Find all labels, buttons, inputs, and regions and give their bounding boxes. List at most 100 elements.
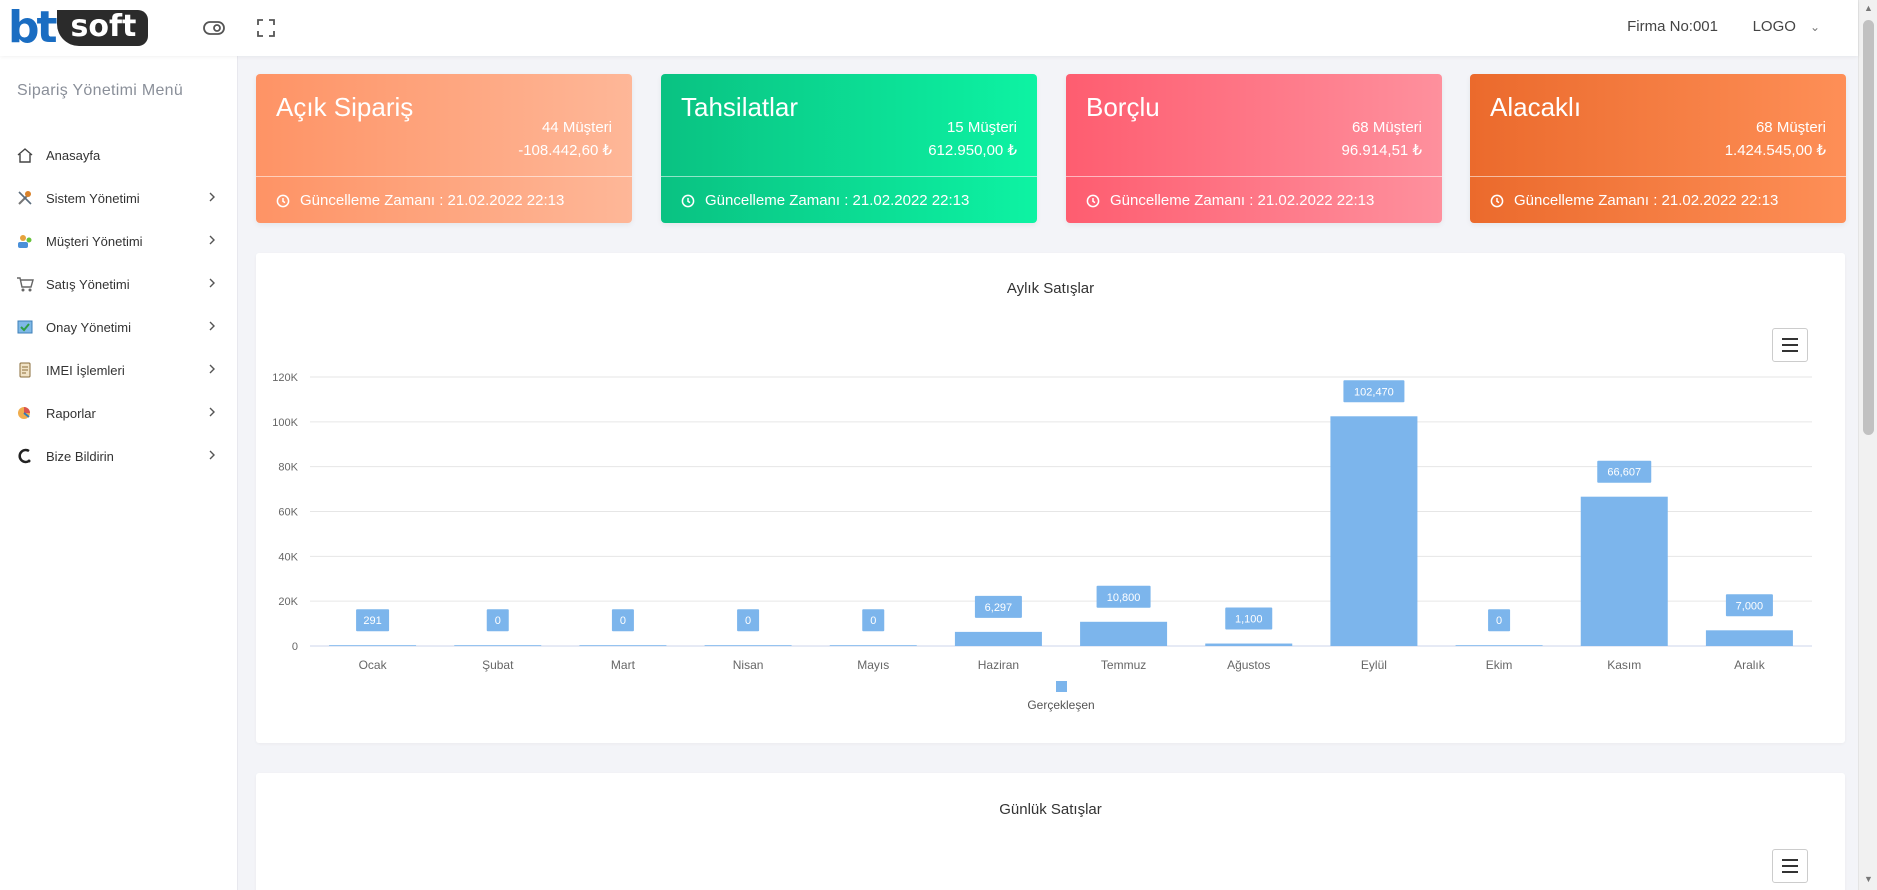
- data-label: 102,470: [1354, 386, 1394, 398]
- card-amount: 612.950,00 ₺: [928, 142, 1017, 159]
- chevron-right-icon: [206, 320, 218, 332]
- sidebar-item-label: Sistem Yönetimi: [46, 190, 140, 206]
- open-orders-card[interactable]: Açık Sipariş 44 Müşteri -108.442,60 ₺ Günce…: [256, 74, 632, 223]
- chart-bar[interactable]: [454, 645, 542, 646]
- chart-bar[interactable]: [329, 645, 417, 646]
- card-customer-count: 15 Müşteri: [946, 119, 1017, 136]
- creditor-card[interactable]: Alacaklı 68 Müşteri 1.424.545,00 ₺ Güncelle…: [1470, 74, 1846, 223]
- scrollbar-thumb[interactable]: [1863, 20, 1874, 435]
- card-amount: -108.442,60 ₺: [518, 142, 612, 159]
- x-tick-label: Ağustos: [1227, 658, 1270, 672]
- chart-bar[interactable]: [954, 631, 1042, 646]
- scroll-up-icon[interactable]: ▲: [1864, 3, 1873, 13]
- sidebar-item-onay-yonetimi[interactable]: Onay Yönetimi: [0, 309, 238, 345]
- collections-card[interactable]: Tahsilatlar 15 Müşteri 612.950,00 ₺ Güncell…: [661, 74, 1037, 223]
- chart-menu-button[interactable]: [1772, 328, 1808, 362]
- chart-bar[interactable]: [1080, 621, 1168, 646]
- user-menu[interactable]: LOGO ⌄: [1753, 18, 1820, 35]
- chart-bar[interactable]: [579, 645, 667, 646]
- y-tick-label: 100K: [272, 417, 298, 429]
- sidebar-item-imei-islemleri[interactable]: IMEI İşlemleri: [0, 352, 238, 388]
- card-title: Tahsilatlar: [681, 92, 799, 122]
- menu-icon: [1782, 338, 1798, 352]
- y-tick-label: 120K: [272, 372, 298, 384]
- data-label: 291: [363, 615, 381, 627]
- x-tick-label: Aralık: [1734, 658, 1766, 672]
- sidebar-item-raporlar[interactable]: Raporlar: [0, 395, 238, 431]
- x-tick-label: Ekim: [1486, 658, 1513, 672]
- data-label-box: [356, 609, 390, 632]
- chevron-right-icon: [206, 191, 218, 203]
- card-divider: [1066, 176, 1442, 177]
- top-header: bt soft Firma No:001 LOGO ⌄: [0, 0, 1858, 56]
- card-title: Borçlu: [1086, 92, 1160, 122]
- sidebar-item-bize-bildirin[interactable]: Bize Bildirin: [0, 438, 238, 474]
- x-tick-label: Nisan: [733, 658, 764, 672]
- debtor-card[interactable]: Borçlu 68 Müşteri 96.914,51 ₺ Güncelleme Za…: [1066, 74, 1442, 223]
- y-tick-label: 0: [292, 641, 298, 653]
- sidebar-item-musteri-yonetimi[interactable]: Müşteri Yönetimi: [0, 223, 238, 259]
- card-update-time: Güncelleme Zamanı : 21.02.2022 22:13: [1490, 192, 1778, 209]
- chart-bar[interactable]: [1205, 643, 1293, 646]
- chevron-right-icon: [206, 234, 218, 246]
- data-label: 0: [620, 615, 626, 627]
- monthly-sales-panel: Aylık Satışlar 0 20K 40K 60K 80K 100K 120K 291 O…: [256, 253, 1845, 743]
- toggle-sidebar-icon[interactable]: [202, 16, 226, 40]
- card-update-time: Güncelleme Zamanı : 21.02.2022 22:13: [681, 192, 969, 209]
- x-tick-label: Şubat: [482, 658, 514, 672]
- chart-bar[interactable]: [829, 645, 917, 646]
- chart-bar[interactable]: [1580, 496, 1668, 646]
- sidebar-item-anasayfa[interactable]: Anasayfa: [0, 137, 238, 173]
- card-footer-text: Güncelleme Zamanı : 21.02.2022 22:13: [705, 192, 970, 209]
- card-amount: 1.424.545,00 ₺: [1724, 142, 1826, 159]
- card-divider: [661, 176, 1037, 177]
- sidebar-item-label: IMEI İşlemleri: [46, 362, 125, 378]
- chart-bar[interactable]: [1455, 645, 1543, 646]
- clock-icon: [1490, 194, 1504, 207]
- monthly-sales-chart: 0 20K 40K 60K 80K 100K 120K 291 Ocak 0 Şubat 0 Mart 0…: [272, 372, 1812, 712]
- reports-icon: [16, 404, 34, 422]
- customers-icon: [16, 232, 34, 250]
- card-customer-count: 68 Müşteri: [1755, 119, 1826, 136]
- chart-bar[interactable]: [704, 645, 792, 646]
- card-footer-text: Güncelleme Zamanı : 21.02.2022 22:13: [1110, 192, 1375, 209]
- y-tick-label: 60K: [278, 507, 298, 519]
- brand-logo[interactable]: bt soft: [8, 6, 149, 50]
- cart-icon: [16, 275, 34, 293]
- data-label-box: [486, 609, 509, 632]
- firma-number: Firma No:001: [1627, 18, 1718, 35]
- data-label: 10,800: [1107, 592, 1141, 604]
- data-label-box: [1597, 460, 1652, 483]
- card-title: Alacaklı: [1490, 92, 1582, 122]
- sidebar-item-satis-yonetimi[interactable]: Satış Yönetimi: [0, 266, 238, 302]
- daily-chart-menu-button[interactable]: [1772, 849, 1808, 883]
- y-tick-label: 40K: [278, 551, 298, 563]
- approval-icon: [16, 318, 34, 336]
- x-tick-label: Mart: [611, 658, 636, 672]
- page-scrollbar[interactable]: ▲ ▼: [1858, 0, 1877, 890]
- card-footer-text: Güncelleme Zamanı : 21.02.2022 22:13: [1514, 192, 1779, 209]
- card-update-time: Güncelleme Zamanı : 21.02.2022 22:13: [1086, 192, 1374, 209]
- card-divider: [1470, 176, 1846, 177]
- data-label: 7,000: [1736, 600, 1764, 612]
- legend-label[interactable]: Gerçekleşen: [1027, 698, 1094, 712]
- sidebar-item-sistem-yonetimi[interactable]: Sistem Yönetimi: [0, 180, 238, 216]
- chart-bar[interactable]: [1705, 630, 1793, 646]
- clock-icon: [276, 194, 290, 207]
- fullscreen-icon[interactable]: [254, 16, 278, 40]
- chevron-right-icon: [206, 406, 218, 418]
- data-label: 6,297: [985, 602, 1013, 614]
- card-amount: 96.914,51 ₺: [1341, 142, 1422, 159]
- chart-bar[interactable]: [1330, 416, 1418, 646]
- data-label: 0: [495, 615, 501, 627]
- card-update-time: Güncelleme Zamanı : 21.02.2022 22:13: [276, 192, 564, 209]
- sidebar-item-label: Anasayfa: [46, 147, 101, 163]
- data-label: 0: [870, 615, 876, 627]
- card-divider: [256, 176, 632, 177]
- sidebar-title: Sipariş Yönetimi Menü: [17, 82, 184, 99]
- x-tick-label: Kasım: [1607, 658, 1641, 672]
- scroll-down-icon[interactable]: ▼: [1864, 874, 1873, 884]
- data-label-box: [1225, 607, 1273, 630]
- legend-symbol[interactable]: [1056, 681, 1067, 692]
- data-label-box: [1725, 594, 1773, 617]
